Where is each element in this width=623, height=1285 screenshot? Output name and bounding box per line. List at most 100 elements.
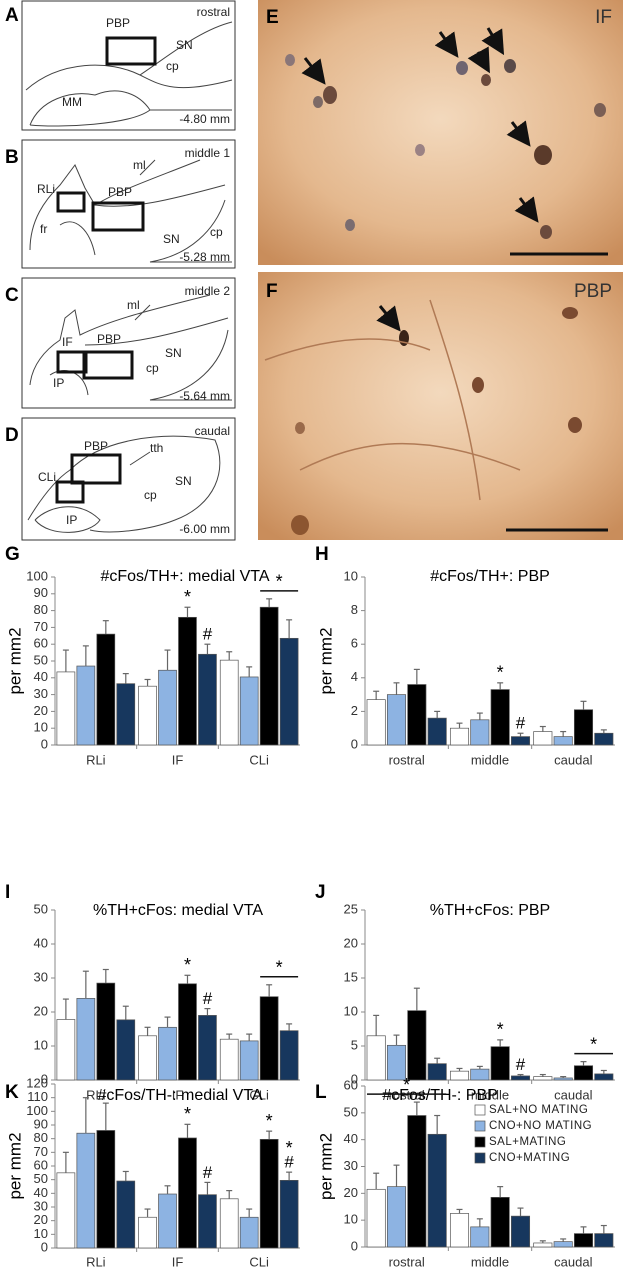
- region-label: IP: [53, 376, 64, 390]
- region-label: MM: [62, 95, 82, 109]
- bar: [138, 1216, 157, 1249]
- y-axis-label: per mm2: [5, 1132, 24, 1199]
- panel-label: J: [315, 882, 326, 903]
- chart-title: #cFos/TH-: medial VTA: [97, 1087, 262, 1104]
- bar: [96, 633, 116, 746]
- region-label: CLi: [38, 470, 56, 484]
- x-tick-label: rostral: [389, 752, 425, 767]
- level: rostral: [197, 5, 230, 19]
- y-tick-label: 50: [344, 1104, 358, 1119]
- bar: [259, 606, 279, 746]
- significance-label: *: [286, 1138, 293, 1158]
- panel-frame: [21, 277, 236, 409]
- significance-label: *: [276, 572, 283, 592]
- significance-label: *: [276, 958, 283, 978]
- coordinate: -5.64 mm: [179, 389, 230, 403]
- x-tick-label: caudal: [554, 752, 592, 767]
- y-tick-label: 0: [41, 1071, 48, 1086]
- panel-frame: [21, 417, 236, 541]
- bar: [198, 1015, 217, 1081]
- y-tick-label: 10: [34, 1226, 48, 1241]
- bar: [178, 1137, 197, 1249]
- cells: [291, 307, 582, 535]
- y-tick-label: 10: [34, 1037, 48, 1052]
- y-tick-label: 10: [34, 720, 48, 735]
- bar: [56, 1019, 76, 1081]
- bar: [219, 1038, 239, 1081]
- y-tick-label: 0: [41, 1239, 48, 1254]
- bar: [427, 1063, 447, 1081]
- significance-label: #: [203, 1163, 213, 1182]
- region-label: fr: [40, 222, 47, 236]
- bar: [510, 1075, 531, 1081]
- x-tick-label: middle: [471, 1254, 509, 1269]
- y-tick-label: 80: [34, 602, 48, 617]
- x-tick-label: RLi: [86, 1087, 106, 1102]
- y-axis-label: per mm2: [316, 1133, 335, 1200]
- bar: [490, 1197, 510, 1248]
- fibers: [264, 299, 521, 501]
- bar: [259, 996, 279, 1081]
- y-tick-label: 70: [34, 619, 48, 634]
- bar: [449, 1213, 470, 1248]
- bar: [198, 653, 217, 746]
- bar: [76, 998, 96, 1081]
- x-tick-label: RLi: [86, 752, 106, 767]
- bar: [178, 983, 197, 1081]
- y-tick-label: 60: [344, 1077, 358, 1092]
- bar: [386, 1186, 407, 1248]
- region-label: IF: [595, 7, 612, 28]
- level: middle 1: [185, 146, 231, 160]
- outline: [29, 159, 232, 263]
- bar: [178, 616, 197, 746]
- region-label: PBP: [84, 439, 108, 453]
- bar: [533, 1076, 553, 1081]
- region-label: SN: [175, 474, 192, 488]
- legend-label: SAL+MATING: [489, 1136, 566, 1148]
- significance-label: *: [184, 955, 191, 975]
- y-tick-label: 20: [344, 935, 358, 950]
- x-tick-label: IF: [172, 1087, 184, 1102]
- bar: [158, 1026, 177, 1081]
- legend-swatch: [474, 1152, 486, 1164]
- roi-box: [91, 201, 145, 232]
- panel-label: B: [5, 147, 19, 168]
- y-tick-label: 40: [344, 1131, 358, 1146]
- legend-label: SAL+NO MATING: [489, 1104, 588, 1116]
- legend-swatch: [474, 1104, 486, 1116]
- y-tick-label: 10: [344, 1212, 358, 1227]
- bar: [76, 665, 96, 746]
- bar: [116, 1019, 136, 1081]
- panel-label: C: [5, 285, 19, 306]
- y-tick-label: 20: [34, 1212, 48, 1227]
- roi-box: [70, 453, 122, 485]
- roi-box: [82, 350, 134, 380]
- bar: [427, 717, 447, 746]
- y-tick-label: 20: [34, 703, 48, 718]
- y-tick-label: 50: [34, 901, 48, 916]
- y-tick-label: 30: [344, 1158, 358, 1173]
- level: middle 2: [185, 284, 231, 298]
- chart-title: #cFos/TH+: medial VTA: [100, 568, 269, 585]
- bar: [239, 676, 259, 746]
- legend-label: CNO+NO MATING: [489, 1120, 592, 1132]
- significance-label: #: [516, 1055, 526, 1074]
- bar: [158, 1193, 177, 1249]
- bar: [573, 1065, 594, 1081]
- x-tick-label: CLi: [249, 1254, 269, 1269]
- y-tick-label: 0: [351, 1071, 358, 1086]
- bar: [594, 1073, 614, 1081]
- region-label: PBP: [574, 281, 612, 302]
- legend-swatch: [474, 1136, 486, 1148]
- chart-title: %TH+cFos: PBP: [430, 902, 550, 919]
- coordinate: -4.80 mm: [179, 112, 230, 126]
- y-tick-label: 30: [34, 686, 48, 701]
- bar: [158, 669, 177, 746]
- bar: [510, 736, 531, 746]
- region-label: IF: [62, 335, 73, 349]
- diagram-d: D caudal PBP tth CLi SN cp IP -6.00 mm: [5, 417, 236, 541]
- panel-label: K: [5, 1082, 19, 1103]
- tissue-image: [258, 272, 623, 540]
- significance-label: *: [184, 1104, 191, 1124]
- bar: [138, 1035, 157, 1081]
